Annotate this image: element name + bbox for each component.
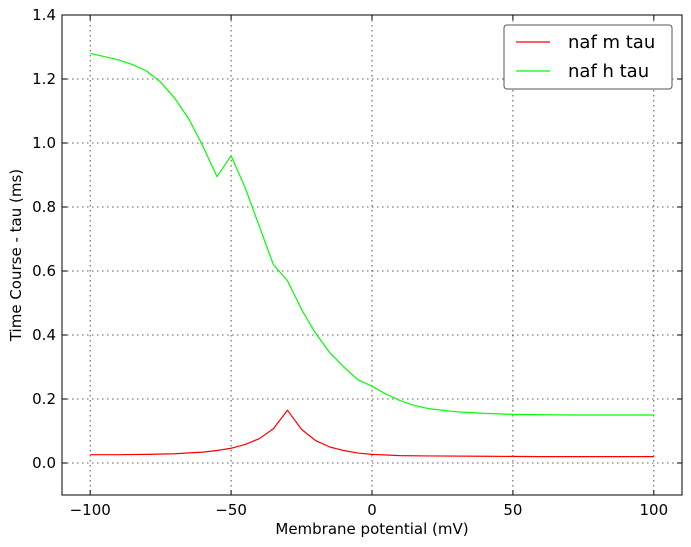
y-tick-label: 0.6	[32, 262, 56, 280]
grid	[62, 14, 682, 495]
y-tick-label: 1.4	[32, 6, 56, 24]
y-axis-label: Time Course - tau (ms)	[7, 169, 25, 342]
series-line-1	[90, 409, 654, 458]
x-tick-label: −50	[215, 501, 247, 519]
y-tick-label: 0.0	[32, 454, 56, 472]
x-tick-label: 50	[503, 501, 522, 519]
series-layer	[90, 52, 654, 458]
x-tick-label: 0	[367, 501, 377, 519]
x-tick-label: −100	[70, 501, 111, 519]
x-axis-label: Membrane potential (mV)	[275, 520, 468, 538]
y-tick-label: 0.8	[32, 198, 56, 216]
legend-label: naf m tau	[568, 32, 655, 53]
legend-label: naf h tau	[568, 61, 649, 82]
legend-box	[503, 24, 673, 90]
legend: naf m tau naf h tau	[503, 24, 673, 90]
y-tick-label: 1.0	[32, 134, 56, 152]
x-tick-label: 100	[639, 501, 668, 519]
y-tick-label: 0.2	[32, 390, 56, 408]
y-tick-label: 1.2	[32, 70, 56, 88]
ticks: −100 −50 0 50 100 0.0 0.2 0.4 0.6 0.8 1.0 1.2 1.4	[32, 6, 682, 519]
series-line-2	[90, 52, 654, 416]
y-tick-label: 0.4	[32, 326, 56, 344]
